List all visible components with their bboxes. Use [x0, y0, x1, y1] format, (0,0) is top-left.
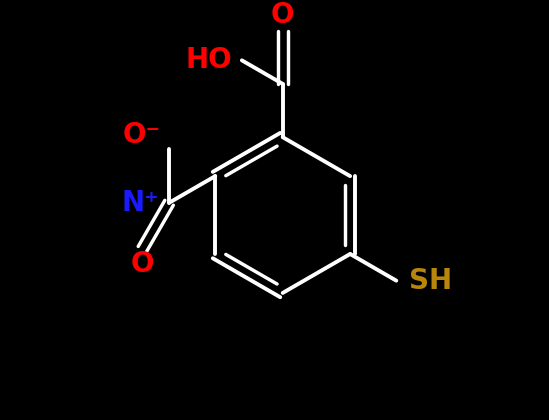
Text: O: O	[131, 250, 154, 278]
Text: O: O	[271, 1, 294, 29]
Text: O⁻: O⁻	[123, 121, 161, 149]
Text: SH: SH	[408, 267, 452, 295]
Text: HO: HO	[185, 46, 232, 74]
Text: N⁺: N⁺	[121, 189, 159, 217]
